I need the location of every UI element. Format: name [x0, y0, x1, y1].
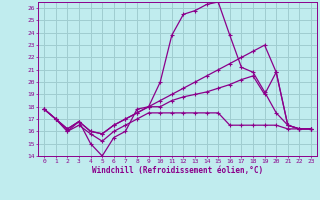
X-axis label: Windchill (Refroidissement éolien,°C): Windchill (Refroidissement éolien,°C) [92, 166, 263, 175]
